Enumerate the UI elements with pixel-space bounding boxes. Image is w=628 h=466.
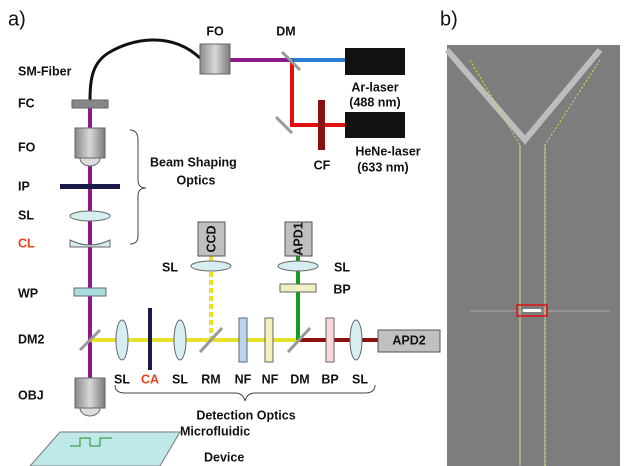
label: (488 nm): [349, 95, 400, 109]
label: Microfluidic: [180, 424, 250, 438]
label: CA: [141, 372, 159, 386]
label: IP: [18, 179, 30, 193]
label: SL: [352, 372, 368, 386]
label: SL: [162, 260, 178, 274]
label: SL: [172, 372, 188, 386]
label: DM: [290, 372, 309, 386]
label: RM: [201, 372, 220, 386]
label: FO: [206, 24, 224, 38]
label: DM: [276, 24, 295, 38]
label: HeNe-laser: [355, 144, 420, 158]
label: Beam Shaping: [150, 155, 237, 169]
label: APD1: [291, 222, 305, 255]
label: NF: [235, 372, 252, 386]
micrograph: [447, 45, 620, 466]
beams: [90, 40, 378, 378]
label: WP: [18, 286, 38, 300]
label: FC: [18, 96, 35, 110]
label: OBJ: [18, 388, 44, 402]
label: Device: [204, 450, 244, 464]
label: (633 nm): [357, 160, 408, 174]
label: DM2: [18, 332, 44, 346]
panel-label: a): [8, 8, 26, 30]
label: Ar-laser: [351, 80, 398, 94]
label: SL: [334, 260, 350, 274]
label: CCD: [204, 225, 218, 252]
label: SM-Fiber: [18, 64, 72, 78]
label: SL: [114, 372, 130, 386]
label: FO: [18, 140, 36, 154]
label: SL: [18, 208, 34, 222]
label: NF: [262, 372, 279, 386]
label: APD2: [392, 333, 425, 347]
label: BP: [333, 282, 350, 296]
label: Detection Optics: [196, 408, 295, 422]
label: BP: [321, 372, 338, 386]
panel-label: b): [440, 8, 458, 30]
figure: a) b) FO DM SM-Fiber Ar-laser (488 nm) H…: [0, 0, 628, 466]
label: CL: [18, 236, 35, 250]
label: Optics: [177, 173, 216, 187]
label: CF: [314, 158, 331, 172]
